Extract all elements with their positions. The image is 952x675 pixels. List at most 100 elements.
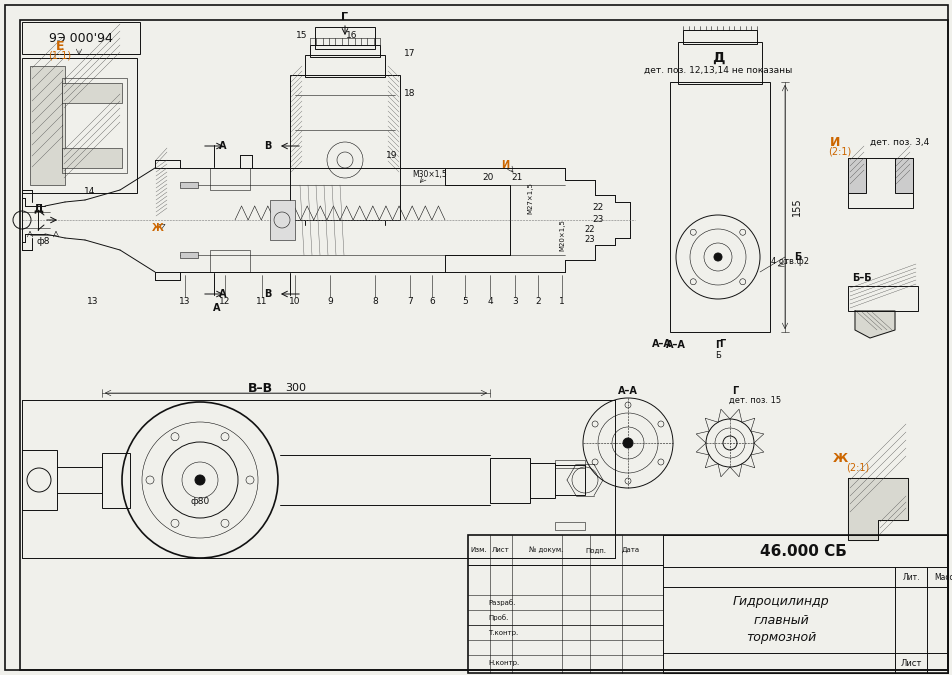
Text: А–А: А–А <box>618 386 637 396</box>
Text: ф80: ф80 <box>190 497 209 506</box>
Text: Проб.: Проб. <box>487 614 507 622</box>
Text: Лит.: Лит. <box>902 572 919 581</box>
Text: 155: 155 <box>791 198 802 216</box>
Circle shape <box>195 475 205 485</box>
Text: В: В <box>265 141 271 151</box>
Text: А: А <box>219 141 227 151</box>
Text: 20: 20 <box>482 173 493 182</box>
Text: главный: главный <box>752 614 808 626</box>
Text: Изм.: Изм. <box>470 547 486 553</box>
Bar <box>315 27 374 49</box>
Text: Т.контр.: Т.контр. <box>487 630 518 636</box>
Text: М27×1,5: М27×1,5 <box>526 182 532 214</box>
Text: В: В <box>265 289 271 299</box>
Text: 1: 1 <box>559 298 565 306</box>
Bar <box>209 250 249 272</box>
Text: 16: 16 <box>346 32 357 40</box>
Text: Лист: Лист <box>491 547 509 553</box>
Text: Б: Б <box>714 352 720 360</box>
Text: 10: 10 <box>289 298 301 306</box>
Polygon shape <box>854 311 894 338</box>
Text: дет. поз. 3,4: дет. поз. 3,4 <box>869 138 928 146</box>
Text: 14: 14 <box>84 188 95 196</box>
Text: М30×1,5: М30×1,5 <box>412 171 446 180</box>
Bar <box>894 158 912 193</box>
Text: 8: 8 <box>371 298 378 306</box>
Text: В–В: В–В <box>248 381 272 394</box>
Bar <box>529 463 554 498</box>
Bar <box>554 460 585 468</box>
Bar <box>309 45 380 57</box>
Text: 22: 22 <box>592 203 603 213</box>
Text: Д: Д <box>711 51 724 65</box>
Bar <box>677 42 762 84</box>
Polygon shape <box>847 478 907 540</box>
Text: дет. поз. 12,13,14 не показаны: дет. поз. 12,13,14 не показаны <box>644 65 791 74</box>
Text: Подп.: Подп. <box>585 547 605 553</box>
Text: И: И <box>829 136 840 148</box>
Bar <box>180 182 198 188</box>
Text: 19: 19 <box>386 151 397 159</box>
Text: Г: Г <box>731 386 738 396</box>
Text: (1:1): (1:1) <box>49 50 71 60</box>
Text: 18: 18 <box>404 88 415 97</box>
Bar <box>30 66 65 185</box>
Bar <box>683 30 756 44</box>
Text: (2:1): (2:1) <box>845 463 869 473</box>
Text: 11: 11 <box>256 298 268 306</box>
Text: А: А <box>219 289 227 299</box>
Text: Г: Г <box>718 339 724 349</box>
Text: 4 отв.ф2: 4 отв.ф2 <box>770 257 808 267</box>
Text: Дата: Дата <box>622 547 640 553</box>
Text: 3: 3 <box>511 298 517 306</box>
Text: И: И <box>501 160 508 170</box>
Text: Разраб.: Разраб. <box>487 599 515 606</box>
Text: Масса: Масса <box>933 572 952 581</box>
Text: Ж: Ж <box>831 452 846 464</box>
Bar <box>669 82 769 332</box>
Bar <box>180 252 198 258</box>
Bar <box>847 158 912 208</box>
Bar <box>289 75 400 220</box>
Text: дет. поз. 15: дет. поз. 15 <box>728 396 781 404</box>
Text: Б: Б <box>793 252 801 262</box>
Text: А: А <box>213 303 221 313</box>
Bar <box>62 78 127 173</box>
Text: Е: Е <box>55 40 64 53</box>
Text: 17: 17 <box>404 49 415 57</box>
Text: 7: 7 <box>407 298 412 306</box>
Text: 13: 13 <box>88 298 99 306</box>
Text: 22: 22 <box>585 225 595 234</box>
Bar <box>22 22 140 54</box>
Bar <box>102 453 129 508</box>
Text: Г: Г <box>341 12 348 22</box>
Text: Д: Д <box>33 203 43 213</box>
Text: А–А: А–А <box>665 340 685 350</box>
Bar <box>305 55 385 77</box>
Text: (2:1): (2:1) <box>827 147 851 157</box>
Text: 2: 2 <box>535 298 540 306</box>
Bar <box>209 168 249 190</box>
Bar <box>663 535 947 673</box>
Text: М20×1,5: М20×1,5 <box>559 219 565 251</box>
Bar <box>554 522 585 530</box>
Bar <box>22 450 57 510</box>
Text: 4: 4 <box>486 298 492 306</box>
Text: Н.контр.: Н.контр. <box>487 660 519 666</box>
Text: 23: 23 <box>585 236 595 244</box>
Text: 9Э 000'94: 9Э 000'94 <box>49 32 113 45</box>
Bar <box>22 58 137 193</box>
Text: 46.000 СБ: 46.000 СБ <box>759 543 845 558</box>
Bar <box>62 83 122 103</box>
Text: Ж: Ж <box>152 223 164 233</box>
Text: 21: 21 <box>511 173 522 182</box>
Text: 300: 300 <box>286 383 307 393</box>
Bar <box>62 148 122 168</box>
Text: 9: 9 <box>327 298 332 306</box>
Bar <box>847 158 865 193</box>
Bar <box>489 458 529 503</box>
Text: тормозной: тормозной <box>745 630 815 643</box>
Text: 23: 23 <box>592 215 603 225</box>
Text: 6: 6 <box>428 298 434 306</box>
Text: 12: 12 <box>219 298 230 306</box>
